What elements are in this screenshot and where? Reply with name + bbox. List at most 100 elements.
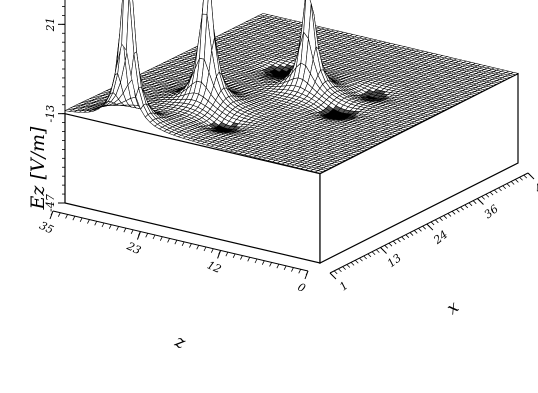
x-axis-minor-tick	[443, 215, 448, 219]
x-axis-minor-tick	[510, 181, 515, 185]
y-axis-minor-tick	[225, 251, 229, 257]
y-axis-minor-tick	[276, 263, 280, 269]
y-axis-minor-tick	[247, 257, 251, 262]
x-axis-minor-tick	[456, 208, 460, 213]
x-axis-minor-tick	[363, 255, 367, 260]
y-axis-minor-tick	[181, 241, 185, 247]
x-axis-minor-tick	[468, 202, 473, 207]
y-axis-minor-tick	[152, 234, 156, 240]
x-axis-tick-label: 24	[430, 228, 450, 247]
x-axis-minor-tick	[422, 225, 426, 230]
x-axis-tick	[380, 247, 387, 254]
y-axis-minor-tick	[283, 265, 287, 271]
x-axis-minor-tick	[506, 183, 511, 187]
x-axis-title: x	[443, 297, 463, 319]
x-axis-minor-tick	[371, 251, 376, 256]
x-axis-minor-tick	[376, 249, 380, 253]
x-axis-minor-tick	[359, 257, 363, 262]
x-axis-minor-tick	[397, 238, 401, 243]
x-axis-minor-tick	[523, 174, 528, 179]
y-axis-minor-tick	[101, 222, 105, 228]
x-axis-minor-tick	[447, 213, 452, 217]
box-face-right	[319, 72, 519, 264]
x-axis-minor-tick	[388, 242, 393, 247]
x-axis-minor-tick	[439, 217, 443, 221]
y-axis-minor-tick	[159, 236, 163, 241]
y-axis-minor-tick	[94, 221, 98, 226]
x-axis-minor-tick	[401, 236, 405, 241]
y-axis-minor-tick	[203, 246, 207, 252]
y-axis-minor-tick	[261, 260, 265, 265]
x-axis-minor-tick	[430, 221, 435, 226]
y-axis-minor-tick	[298, 269, 302, 274]
x-axis-tick-label: 1	[337, 279, 351, 294]
x-axis-minor-tick	[481, 196, 485, 200]
y-axis-tick	[304, 270, 309, 280]
y-axis-tick	[136, 231, 141, 240]
x-axis-minor-tick	[494, 189, 498, 194]
y-axis-minor-tick	[108, 224, 112, 229]
y-axis-tick-label: 23	[124, 239, 143, 257]
x-axis-minor-tick	[418, 228, 422, 232]
y-axis-minor-tick	[145, 233, 149, 238]
x-axis-tick	[527, 172, 535, 180]
surface-mesh	[64, 0, 519, 174]
x-axis-tick-label: 36	[482, 202, 501, 221]
z-axis-tick-label: 21	[44, 17, 57, 32]
x-axis-minor-tick	[472, 200, 477, 204]
x-axis-minor-tick	[489, 191, 494, 196]
y-axis-minor-tick	[123, 227, 127, 233]
y-axis-minor-tick	[269, 262, 272, 267]
y-axis-tick-label: 12	[205, 258, 223, 276]
y-axis-title: z	[171, 331, 189, 354]
z-axis-title: Ez [V/m]	[27, 126, 49, 210]
x-axis-minor-tick	[519, 176, 523, 181]
x-axis-tick	[426, 223, 434, 231]
y-axis-minor-tick	[87, 219, 90, 224]
x-axis-minor-tick	[405, 234, 410, 238]
x-axis-minor-tick	[498, 187, 502, 192]
y-axis-minor-tick	[130, 229, 134, 235]
x-axis-minor-tick	[350, 262, 355, 266]
x-axis-minor-tick	[342, 266, 346, 270]
y-axis-minor-tick	[79, 217, 83, 223]
y-axis-minor-tick	[210, 248, 214, 253]
x-axis-minor-tick	[338, 268, 342, 273]
x-axis-minor-tick	[333, 270, 338, 275]
y-axis-minor-tick	[232, 253, 236, 259]
x-axis-tick	[477, 198, 484, 205]
x-axis-minor-tick	[392, 240, 397, 245]
x-axis-minor-tick	[409, 232, 414, 236]
x-axis-minor-tick	[485, 193, 490, 198]
y-axis-minor-tick	[167, 238, 170, 243]
y-axis-tick-label: 35	[37, 219, 55, 237]
x-axis-minor-tick	[464, 204, 469, 209]
x-axis-minor-tick	[413, 230, 418, 234]
y-axis-minor-tick	[189, 243, 192, 248]
x-axis-tick-label: 48	[532, 177, 538, 196]
x-axis-minor-tick	[346, 264, 351, 268]
x-axis-tick-label: 13	[385, 251, 404, 270]
y-axis-minor-tick	[174, 239, 178, 245]
x-axis-minor-tick	[515, 179, 519, 183]
x-axis-minor-tick	[435, 219, 439, 224]
x-axis-minor-tick	[502, 185, 507, 190]
base-box	[64, 72, 519, 264]
x-axis-minor-tick	[460, 206, 464, 211]
surface-mesh-cell	[116, 0, 124, 65]
y-axis-minor-tick	[240, 255, 243, 260]
y-axis-minor-tick	[196, 245, 200, 250]
y-axis-minor-tick	[254, 258, 258, 264]
x-axis-minor-tick	[367, 253, 372, 258]
y-axis-minor-tick	[57, 212, 61, 217]
y-axis-tick	[217, 250, 222, 259]
y-axis-minor-tick	[116, 226, 119, 231]
y-axis-minor-tick	[291, 267, 294, 272]
y-axis-tick-label: 0	[296, 280, 308, 295]
y-axis-minor-tick	[72, 215, 76, 221]
z-axis-tick-label: -13	[44, 105, 57, 123]
x-axis-minor-tick	[354, 259, 359, 264]
x-axis-tick	[329, 272, 337, 280]
x-axis-minor-tick	[384, 245, 389, 249]
